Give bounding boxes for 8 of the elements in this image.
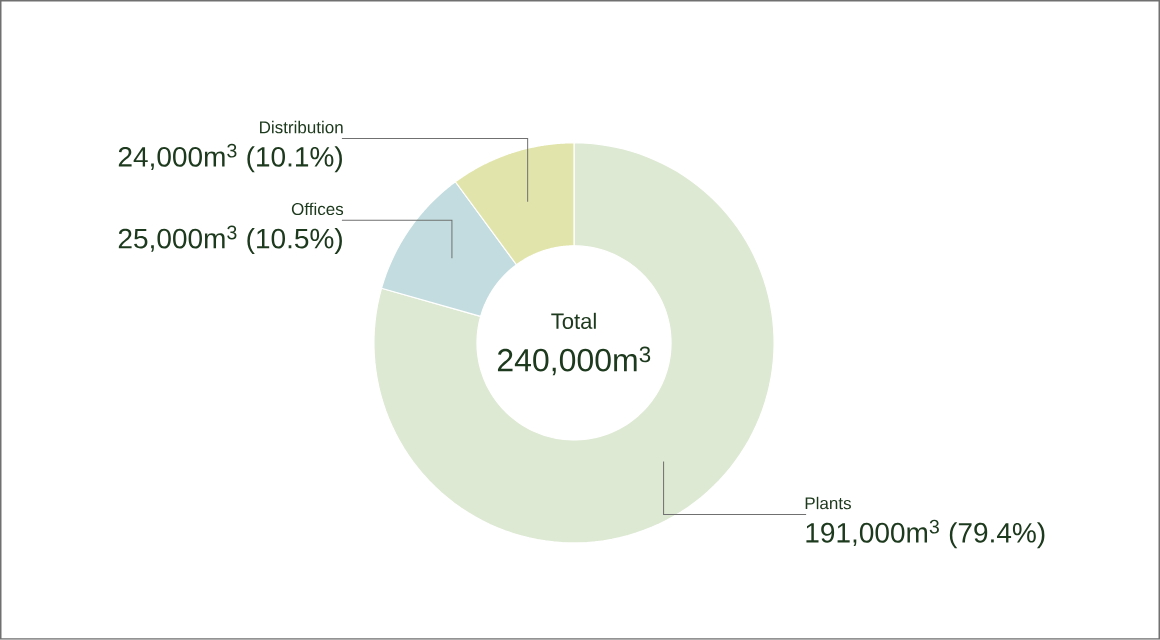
data-label: 25,000m$^{3}$ (10.5%) — [118, 225, 342, 255]
slice-label: Offices — [291, 202, 344, 216]
data-label: 191,000m$^{3}$ (79.4%) — [806, 519, 1045, 549]
text: 240,000m$^{3}$ — [497, 346, 651, 376]
slice-label: Plants — [805, 496, 851, 510]
slice-label: Distribution — [260, 120, 343, 134]
data-label: 24,000m$^{3}$ (10.1%) — [118, 143, 342, 173]
text: Total — [551, 312, 596, 330]
